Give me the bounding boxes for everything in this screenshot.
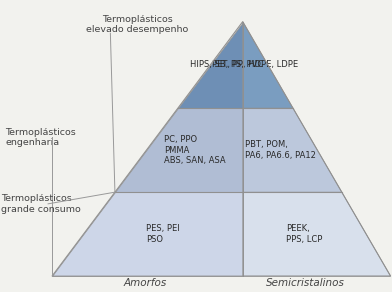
Text: PC, PPO
PMMA
ABS, SAN, ASA: PC, PPO PMMA ABS, SAN, ASA xyxy=(164,135,225,165)
Text: Termoplásticos
grande consumo: Termoplásticos grande consumo xyxy=(2,194,81,213)
Text: PBT, POM,
PA6, PA6.6, PA12: PBT, POM, PA6, PA6.6, PA12 xyxy=(245,140,316,160)
Polygon shape xyxy=(178,22,243,108)
Text: PET, PP, HDPE, LDPE: PET, PP, HDPE, LDPE xyxy=(212,60,298,69)
Text: Termoplásticos
engenharia: Termoplásticos engenharia xyxy=(5,128,76,147)
Polygon shape xyxy=(243,192,390,276)
Text: Amorfos: Amorfos xyxy=(124,278,167,288)
Polygon shape xyxy=(115,108,243,192)
Text: HIPS, SB, PS, PVC: HIPS, SB, PS, PVC xyxy=(190,60,263,69)
Text: Termoplásticos
elevado desempenho: Termoplásticos elevado desempenho xyxy=(87,15,189,34)
Polygon shape xyxy=(52,192,243,276)
Text: Semicristalinos: Semicristalinos xyxy=(265,278,345,288)
Polygon shape xyxy=(243,108,342,192)
Polygon shape xyxy=(243,22,293,108)
Text: PES, PEI
PSO: PES, PEI PSO xyxy=(146,225,180,244)
Text: PEEK,
PPS, LCP: PEEK, PPS, LCP xyxy=(286,225,323,244)
